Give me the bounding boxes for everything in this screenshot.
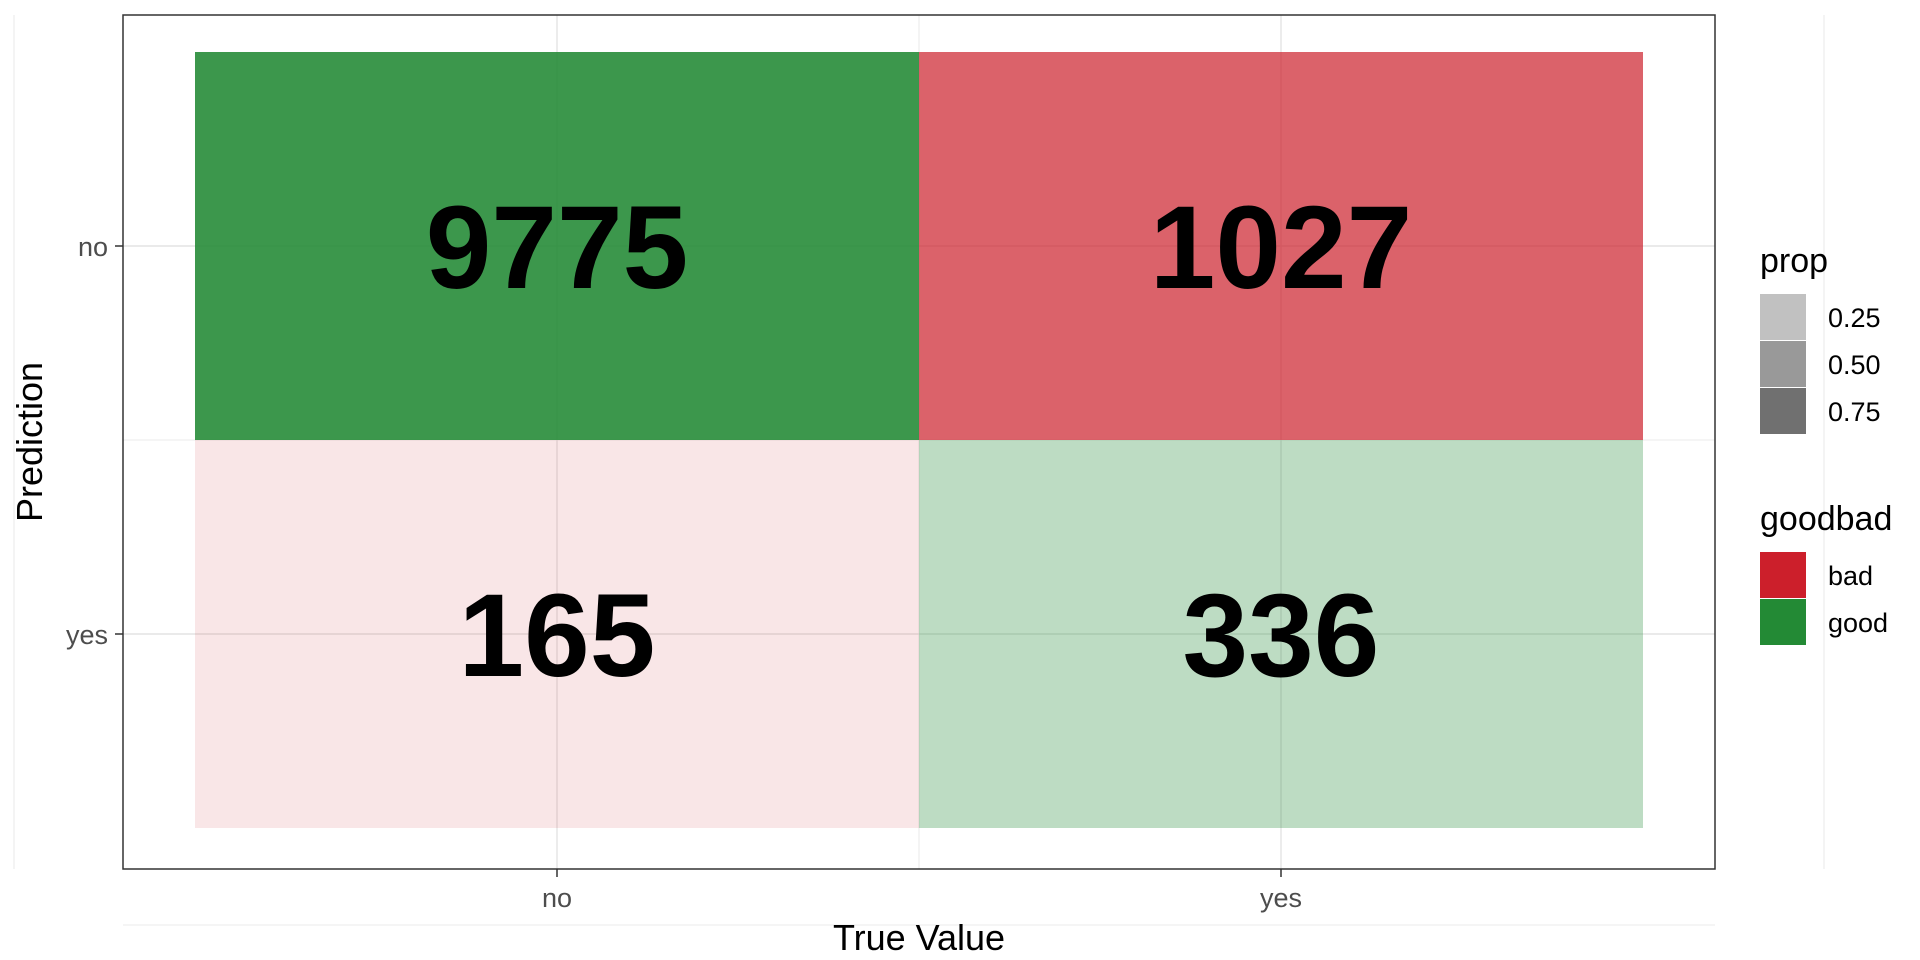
cell-value-label: 9775 [426,182,689,314]
cell-value-label: 165 [459,570,656,702]
y-tick-label: no [78,232,108,262]
legend-key-prop [1760,341,1806,387]
legend-key-prop [1760,388,1806,434]
legend-label-prop: 0.75 [1828,397,1881,427]
legend-goodbad-keys: bad good [1760,552,1888,645]
axes: no yes no yes [66,232,1302,913]
heatmap-cell-no-yes [919,52,1643,440]
heatmap-cell-yes-yes [919,440,1643,828]
legend-label-prop: 0.25 [1828,303,1881,333]
x-tick-label: yes [1260,883,1302,913]
heatmap-cell-no-no [195,52,919,440]
legend-label-bad: bad [1828,561,1873,591]
cell-value-label: 1027 [1150,182,1413,314]
heatmap-cell-yes-no [195,440,919,828]
y-tick-label: yes [66,620,108,650]
legend: prop 0.25 0.50 0.75 goodbad bad good [1760,242,1892,645]
legend-key-prop [1760,294,1806,340]
cell-value-label: 336 [1183,570,1380,702]
x-axis-title: True Value [833,917,1005,958]
legend-prop-keys: 0.25 0.50 0.75 [1760,294,1881,434]
legend-key-bad [1760,552,1806,598]
legend-title-goodbad: goodbad [1760,500,1892,538]
plot-panel-border [122,14,1716,870]
heatmap-cells: 9775 1027 165 336 [195,52,1643,828]
legend-key-good [1760,599,1806,645]
legend-label-prop: 0.50 [1828,350,1881,380]
legend-label-good: good [1828,608,1888,638]
y-axis-title: Prediction [9,362,50,522]
legend-title-prop: prop [1760,242,1828,280]
x-tick-label: no [542,883,572,913]
